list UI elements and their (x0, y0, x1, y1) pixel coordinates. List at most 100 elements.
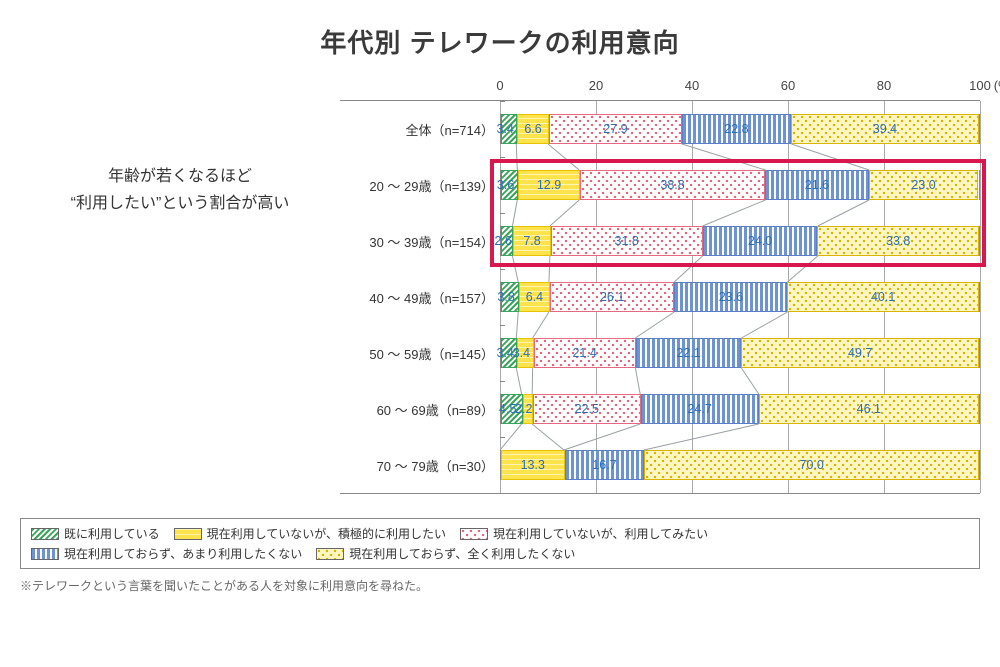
segment-value: 6.6 (524, 122, 541, 136)
axis-tick: 100 (969, 78, 991, 93)
segment-value: 12.9 (537, 178, 561, 192)
bar-segment-s5: 70.0 (644, 450, 979, 480)
legend-label: 現在利用しておらず、全く利用したくない (349, 545, 575, 562)
segment-value: 13.3 (521, 458, 545, 472)
segment-value: 3.4 (513, 346, 530, 360)
bar-segment-s2: 7.8 (513, 226, 550, 256)
bar-row: 40 ～ 49歳（n=157）3.86.426.123.640.1 (340, 269, 980, 325)
axis-tick: 0 (496, 78, 503, 93)
bar-row: 60 ～ 69歳（n=89）4.52.222.524.746.1 (340, 381, 980, 437)
segment-value: 26.1 (600, 290, 624, 304)
bar-row: 全体（n=714）3.46.627.922.839.4 (340, 101, 980, 157)
legend-item: 現在利用しておらず、あまり利用したくない (31, 545, 302, 562)
bar-segment-s4: 21.6 (765, 170, 868, 200)
legend-swatch (316, 548, 344, 560)
bar-segment-s5: 33.8 (817, 226, 979, 256)
axis-row: (%) 020406080100 (340, 78, 980, 98)
segment-value: 46.1 (857, 402, 881, 416)
bar-label: 40 ～ 49歳（n=157） (340, 288, 500, 307)
bar-segment-s1: 2.6 (501, 226, 513, 256)
legend-swatch (174, 528, 202, 540)
bar-segment-s2: 13.3 (501, 450, 565, 480)
bar-row: 20 ～ 29歳（n=139）3.6 12.9 38.8 21.6 23.0 (340, 157, 980, 213)
segment-value: 21.4 (572, 346, 596, 360)
legend-swatch (460, 528, 488, 540)
axis-unit: (%) (994, 78, 1000, 93)
bar-track: 2.6 7.8 31.8 24.0 33.8 (500, 226, 980, 256)
bar-segment-s4: 22.1 (636, 338, 742, 368)
bar-track: 3.43.421.422.149.7 (500, 338, 980, 368)
bar-segment-s3: 27.9 (549, 114, 682, 144)
segment-value: 6.4 (526, 290, 543, 304)
bar-track: 3.6 12.9 38.8 21.6 23.0 (500, 170, 980, 200)
bar-segment-s2: 6.4 (519, 282, 550, 312)
bar-segment-s2: 12.9 (518, 170, 580, 200)
side-annotation: 年齢が若くなるほど “利用したい”という割合が高い (20, 78, 340, 217)
bars-area: 全体（n=714）3.46.627.922.839.420 ～ 29歳（n=13… (340, 100, 980, 494)
bar-segment-s2: 6.6 (517, 114, 549, 144)
axis-scale: (%) 020406080100 (500, 78, 980, 98)
axis-tick: 20 (589, 78, 603, 93)
bar-segment-s3: 21.4 (534, 338, 636, 368)
segment-value: 70.0 (800, 458, 824, 472)
bar-segment-s3: 31.8 (551, 226, 703, 256)
bar-segment-s5: 23.0 (869, 170, 979, 200)
segment-value: 3.4 (496, 346, 513, 360)
bar-label: 20 ～ 29歳（n=139） (340, 176, 500, 195)
bar-track: 4.52.222.524.746.1 (500, 394, 980, 424)
bar-segment-s5: 46.1 (759, 394, 979, 424)
bar-segment-s2: 2.2 (523, 394, 534, 424)
segment-value: 2.2 (515, 402, 532, 416)
segment-value: 22.1 (676, 346, 700, 360)
legend-item: 現在利用しておらず、全く利用したくない (316, 545, 575, 562)
bar-label: 30 ～ 39歳（n=154） (340, 232, 500, 251)
segment-value: 22.8 (724, 122, 748, 136)
bar-track: 3.46.627.922.839.4 (500, 114, 980, 144)
legend-swatch (31, 528, 59, 540)
segment-value: 38.8 (660, 178, 684, 192)
chart-area: (%) 020406080100 全体（n=714） 3.4 6.6 27.9 22.8… (340, 78, 980, 494)
legend-item: 現在利用していないが、利用してみたい (460, 525, 708, 542)
side-text-line2: “利用したい”という割合が高い (20, 190, 340, 217)
segment-value: 23.6 (719, 290, 743, 304)
segment-value: 7.8 (523, 234, 540, 248)
chart-title: 年代別 テレワークの利用意向 (20, 23, 980, 60)
bar-segment-s3: 26.1 (550, 282, 675, 312)
legend-label: 現在利用しておらず、あまり利用したくない (64, 545, 302, 562)
segment-value: 22.5 (575, 402, 599, 416)
bar-segment-s4: 24.7 (641, 394, 759, 424)
side-text-line1: 年齢が若くなるほど (20, 163, 340, 190)
bar-label: 60 ～ 69歳（n=89） (340, 400, 500, 419)
segment-value: 49.7 (848, 346, 872, 360)
bar-segment-s4: 23.6 (674, 282, 787, 312)
segment-value: 4.5 (499, 402, 516, 416)
segment-value: 3.6 (497, 178, 514, 192)
bar-track: 3.86.426.123.640.1 (500, 282, 980, 312)
legend-label: 現在利用していないが、積極的に利用したい (207, 525, 446, 542)
bar-segment-s3: 38.8 (580, 170, 765, 200)
bar-segment-s4: 24.0 (703, 226, 818, 256)
bar-segment-s5: 49.7 (741, 338, 979, 368)
segment-value: 24.7 (687, 402, 711, 416)
bar-label: 50 ～ 59歳（n=145） (340, 344, 500, 363)
bar-segment-s1: 3.6 (501, 170, 518, 200)
segment-value: 3.8 (497, 290, 514, 304)
segment-value: 2.6 (495, 234, 512, 248)
legend-item: 現在利用していないが、積極的に利用したい (174, 525, 446, 542)
legend-label: 現在利用していないが、利用してみたい (493, 525, 708, 542)
segment-value: 31.8 (615, 234, 639, 248)
bar-label: 全体（n=714） (340, 120, 500, 139)
footnote: ※テレワークという言葉を聞いたことがある人を対象に利用意向を尋ねた。 (20, 577, 980, 594)
legend-item: 既に利用している (31, 525, 160, 542)
main-content: 年齢が若くなるほど “利用したい”という割合が高い (%) 0204060801… (20, 78, 980, 494)
bar-row: 30 ～ 39歳（n=154）2.6 7.8 31.8 24.0 33.8 (340, 213, 980, 269)
bar-row: 70 ～ 79歳（n=30）0.013.316.770.0 (340, 437, 980, 493)
bar-segment-s4: 22.8 (682, 114, 791, 144)
segment-value: 23.0 (911, 178, 935, 192)
segment-value: 27.9 (603, 122, 627, 136)
legend: 既に利用している 現在利用していないが、積極的に利用したい 現在利用していないが、利… (20, 518, 980, 569)
bar-track: 0.013.316.770.0 (500, 450, 980, 480)
bar-segment-s1: 3.8 (501, 282, 519, 312)
bar-segment-s3: 22.5 (533, 394, 641, 424)
segment-value: 24.0 (748, 234, 772, 248)
